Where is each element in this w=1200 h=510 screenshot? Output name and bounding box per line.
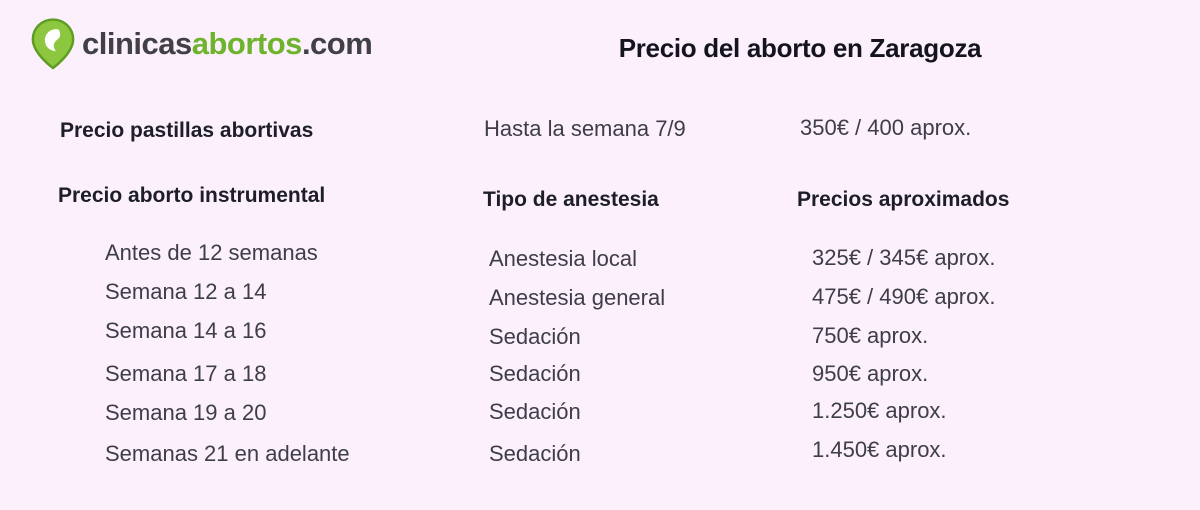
page-title: Precio del aborto en Zaragoza [618, 33, 982, 63]
price-cell: 325€ / 345€ aprox. [812, 245, 996, 270]
pills-week-label: Hasta la semana 7/9 [484, 116, 686, 141]
price-cell: 1.450€ aprox. [812, 437, 947, 462]
location-pin-icon [31, 18, 75, 70]
week-cell: Semana 17 a 18 [105, 361, 267, 386]
week-cell: Semana 19 a 20 [105, 400, 267, 425]
pills-price: 350€ / 400 aprox. [800, 115, 972, 140]
week-cell: Semana 12 a 14 [105, 279, 267, 304]
price-cell: 750€ aprox. [812, 323, 929, 348]
anesthesia-column-header: Tipo de anestesia [483, 188, 659, 211]
price-cell: 950€ aprox. [812, 361, 929, 386]
price-column-header: Precios aproximados [797, 188, 1010, 211]
week-cell: Semanas 21 en adelante [105, 441, 350, 466]
anesthesia-cell: Sedación [489, 324, 581, 349]
logo-text-highlight: abortos [191, 26, 303, 61]
logo-text-suffix: .com [301, 26, 373, 61]
anesthesia-cell: Sedación [489, 361, 581, 386]
week-cell: Semana 14 a 16 [105, 318, 267, 343]
price-cell: 475€ / 490€ aprox. [812, 284, 996, 309]
anesthesia-cell: Sedación [489, 399, 581, 424]
week-cell: Antes de 12 semanas [105, 240, 318, 265]
site-logo[interactable]: clinicasabortos.com [30, 17, 373, 71]
instrumental-section-heading: Precio aborto instrumental [58, 184, 326, 207]
anesthesia-cell: Anestesia local [489, 246, 637, 271]
anesthesia-cell: Sedación [489, 441, 581, 466]
anesthesia-cell: Anestesia general [489, 285, 666, 310]
price-cell: 1.250€ aprox. [812, 398, 947, 423]
logo-wordmark: clinicasabortos.com [82, 26, 373, 62]
logo-text-prefix: clinicas [82, 26, 192, 61]
pills-section-heading: Precio pastillas abortivas [60, 119, 314, 142]
